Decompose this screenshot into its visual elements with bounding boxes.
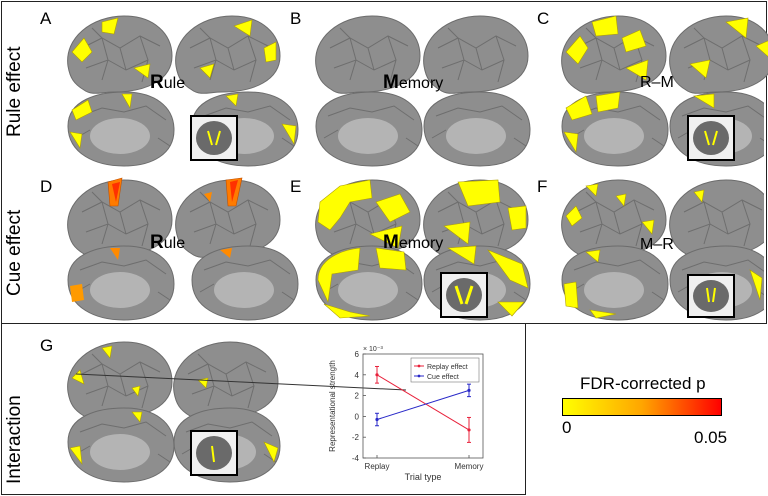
legend-marker	[417, 374, 421, 378]
colorbar-min-label: 0	[562, 418, 572, 437]
colorbar-gradient	[562, 398, 722, 416]
y-tick-label: 2	[355, 392, 360, 401]
condition-bold-e: M	[383, 232, 399, 253]
brain-slice-inset-f	[687, 274, 735, 318]
chart-legend	[410, 357, 480, 383]
brain-d-medial-left	[67, 245, 175, 321]
data-point	[375, 373, 379, 377]
y-exponent-label: × 10⁻³	[363, 346, 384, 353]
brain-e-medial-right	[423, 245, 531, 321]
brain-a-medial-right	[191, 91, 299, 167]
colorbar-title: FDR-corrected p	[580, 374, 706, 393]
brain-f-lateral-left	[561, 179, 667, 258]
brain-g-medial-right	[173, 407, 281, 483]
brain-f-medial-right	[669, 245, 764, 321]
condition-label-e: Memory	[383, 232, 443, 254]
brain-e-lateral-left	[315, 179, 421, 258]
brain-a-lateral-left	[67, 15, 173, 94]
brain-c-lateral-right	[669, 15, 768, 94]
x-tick-label: Replay	[365, 462, 390, 471]
brain-c-medial-right	[669, 91, 764, 167]
series-line-0	[376, 374, 470, 431]
condition-bold-d: R	[150, 232, 164, 253]
panel-letter-c: C	[537, 9, 550, 28]
brain-slice-inset-g	[190, 430, 238, 476]
condition-label-a: Rule	[150, 72, 185, 94]
colorbar-max-label: 0.05	[694, 428, 728, 447]
condition-label-b: Memory	[383, 72, 443, 94]
y-tick-label: -2	[352, 433, 360, 442]
condition-label-f: M–R	[640, 236, 674, 253]
brain-e-medial-left	[315, 245, 423, 321]
brain-d-lateral-right	[175, 177, 281, 258]
condition-rest-a: ule	[163, 75, 186, 92]
brain-e-lateral-right	[423, 179, 529, 258]
y-tick-label: -4	[352, 454, 360, 463]
brain-d-lateral-left	[67, 177, 173, 258]
brain-c-lateral-left	[561, 15, 667, 94]
brain-a-medial-left	[67, 91, 175, 167]
brain-g-medial-left	[67, 407, 175, 483]
brain-a-lateral-right	[175, 15, 281, 94]
panel-letter-b: B	[290, 9, 302, 28]
condition-rest-b: emory	[398, 75, 444, 92]
y-tick-label: 4	[355, 371, 360, 380]
y-tick-label: 6	[355, 350, 360, 359]
interaction-chart: 6 4 2 0 -2 -4 × 10⁻³ Replay Memory Trial type Repr…	[328, 346, 484, 482]
chart-plot-area	[362, 353, 484, 459]
panel-letter-g: G	[40, 336, 54, 355]
condition-label-c: R–M	[640, 74, 674, 91]
series-line-1	[376, 389, 470, 420]
panel-letter-f: F	[537, 177, 548, 196]
data-point	[375, 417, 379, 422]
data-point	[467, 428, 471, 432]
brain-d-medial-right	[191, 245, 299, 321]
panel-letter-d: D	[40, 177, 53, 196]
legend-label: Cue effect	[427, 374, 459, 381]
condition-bold-a: R	[150, 72, 164, 93]
x-axis-label: Trial type	[405, 472, 442, 482]
condition-rest-e: emory	[398, 235, 444, 252]
condition-bold-b: M	[383, 72, 399, 93]
y-tick-label: 0	[355, 412, 360, 421]
condition-label-d: Rule	[150, 232, 185, 254]
condition-rest-d: ule	[163, 235, 186, 252]
data-point	[467, 388, 471, 392]
x-tick-label: Memory	[455, 462, 484, 471]
panel-letter-a: A	[40, 9, 52, 28]
brain-slice-inset-a	[190, 115, 238, 161]
brain-f-medial-left	[561, 245, 669, 321]
legend-label: Replay effect	[427, 364, 468, 371]
y-axis-label: Representational strength	[328, 360, 337, 452]
panel-letter-e: E	[290, 177, 302, 196]
interaction-panel-frame	[1, 323, 526, 495]
brain-slice-inset-e	[440, 272, 488, 318]
brain-slice-inset-c	[687, 115, 735, 161]
brain-f-lateral-right	[669, 179, 764, 258]
brain-c-medial-left	[561, 91, 669, 167]
legend-marker	[417, 364, 421, 368]
